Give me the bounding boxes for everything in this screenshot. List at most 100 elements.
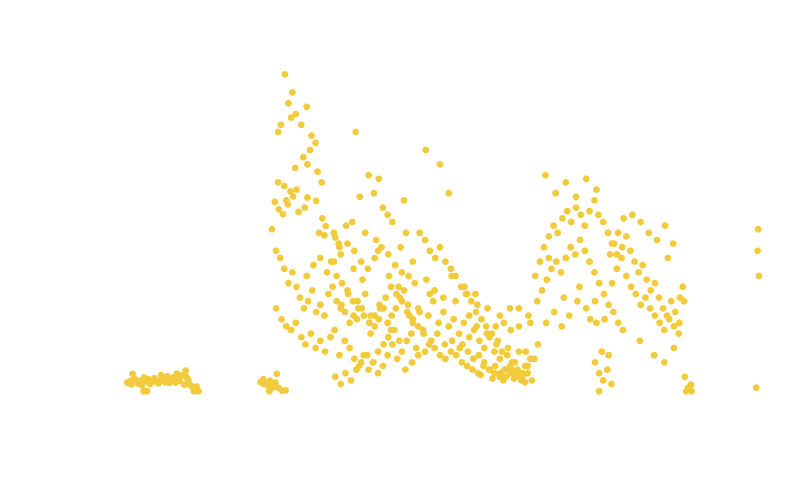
- data-point: [631, 258, 638, 265]
- data-point: [483, 330, 491, 337]
- data-point: [642, 294, 649, 301]
- data-point: [436, 351, 444, 359]
- data-point: [382, 294, 389, 301]
- data-point: [400, 287, 408, 294]
- data-point: [398, 269, 406, 276]
- data-point: [552, 258, 560, 265]
- data-point: [447, 265, 455, 273]
- data-point: [567, 218, 575, 226]
- data-point: [599, 377, 607, 384]
- data-point: [360, 312, 368, 319]
- data-point: [567, 243, 574, 251]
- data-point: [496, 312, 504, 319]
- data-point: [627, 247, 634, 255]
- data-point: [316, 254, 324, 262]
- data-point: [659, 305, 667, 312]
- data-point: [405, 272, 413, 280]
- data-point: [491, 369, 498, 377]
- data-point: [608, 380, 615, 388]
- data-point: [273, 370, 281, 378]
- data-point: [629, 211, 636, 219]
- data-point: [478, 315, 485, 323]
- data-point: [384, 351, 391, 359]
- data-point: [512, 373, 520, 381]
- data-point: [651, 279, 659, 287]
- data-point: [688, 387, 695, 395]
- data-point: [338, 301, 345, 309]
- data-point: [182, 367, 190, 375]
- data-point: [421, 348, 429, 355]
- data-point: [531, 272, 539, 280]
- data-point: [321, 348, 329, 355]
- data-point: [667, 297, 675, 305]
- data-point: [391, 326, 398, 334]
- data-point: [268, 225, 276, 233]
- data-point: [496, 373, 504, 381]
- data-point: [450, 315, 457, 323]
- data-point: [552, 189, 559, 197]
- data-point: [307, 330, 315, 337]
- data-point: [297, 121, 305, 129]
- data-point: [620, 215, 627, 222]
- data-point: [591, 359, 599, 366]
- data-point: [591, 197, 598, 204]
- data-point: [411, 279, 419, 287]
- data-point: [636, 337, 644, 345]
- data-point: [474, 301, 481, 309]
- data-point: [440, 308, 447, 316]
- data-point: [265, 387, 273, 395]
- data-point: [435, 319, 442, 327]
- data-point: [442, 355, 449, 363]
- data-point: [524, 369, 532, 377]
- data-point: [414, 323, 422, 330]
- data-point: [420, 330, 428, 337]
- data-point: [333, 297, 340, 305]
- data-point: [297, 333, 305, 341]
- data-point: [445, 323, 453, 330]
- data-point: [304, 161, 311, 168]
- data-point: [295, 208, 302, 216]
- data-point: [518, 377, 525, 384]
- data-point: [598, 348, 606, 355]
- data-point: [456, 344, 464, 352]
- data-point: [350, 265, 357, 273]
- data-point: [425, 341, 433, 348]
- data-point: [344, 287, 351, 294]
- data-point: [515, 348, 523, 355]
- data-point: [371, 312, 379, 319]
- data-point: [333, 272, 340, 280]
- data-point: [303, 103, 311, 111]
- data-point: [496, 355, 504, 363]
- data-point: [312, 139, 319, 147]
- data-point: [610, 308, 617, 316]
- data-point: [414, 351, 422, 359]
- data-point: [279, 210, 287, 218]
- data-point: [574, 297, 581, 305]
- data-point: [527, 319, 534, 327]
- data-point: [646, 305, 654, 312]
- data-point: [533, 297, 541, 305]
- data-point: [650, 351, 658, 359]
- data-point: [370, 189, 378, 197]
- data-point: [752, 384, 760, 391]
- data-point: [369, 359, 377, 366]
- data-point: [614, 319, 622, 327]
- data-point: [632, 290, 640, 298]
- data-point: [560, 294, 568, 301]
- data-point: [353, 366, 360, 373]
- data-point: [393, 355, 401, 363]
- data-point: [293, 283, 300, 291]
- data-point: [754, 225, 762, 233]
- data-point: [627, 283, 635, 291]
- data-point: [670, 323, 678, 330]
- data-point: [310, 261, 317, 269]
- data-point: [586, 207, 593, 215]
- data-point: [346, 319, 353, 327]
- data-point: [318, 179, 326, 186]
- data-point: [550, 222, 557, 230]
- data-point: [474, 369, 482, 377]
- data-point: [331, 373, 339, 381]
- data-point: [195, 387, 203, 395]
- data-point: [562, 254, 570, 262]
- data-point: [176, 377, 184, 385]
